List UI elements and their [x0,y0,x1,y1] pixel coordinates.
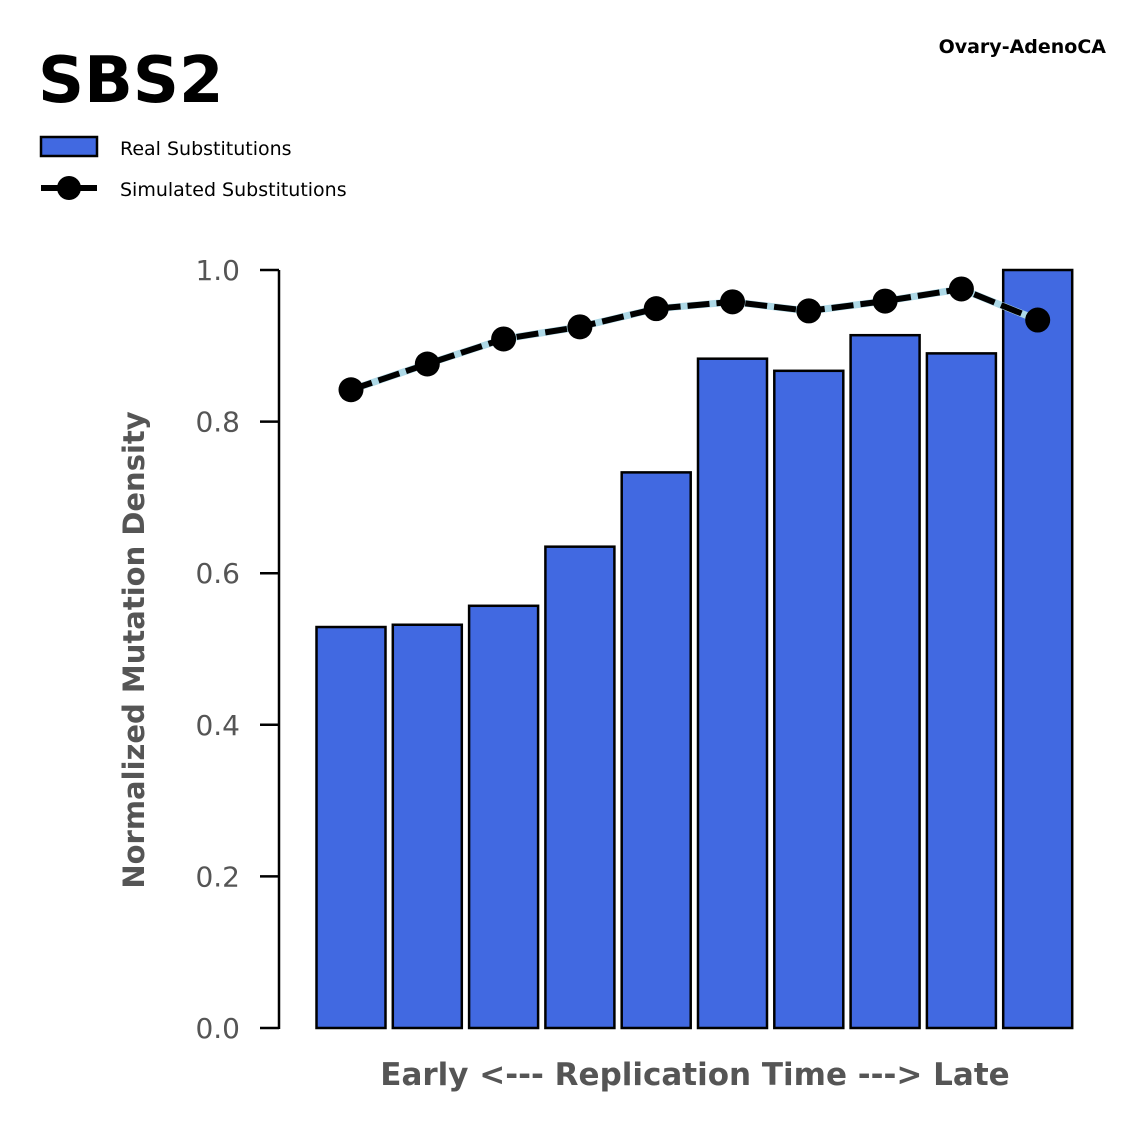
simulated-point-3 [491,326,517,352]
y-axis-label: Normalized Mutation Density [117,411,151,888]
simulated-line-path [350,285,1039,393]
simulated-point-6 [720,289,745,315]
bar-real-7 [773,369,845,1030]
y-tick-label: 0.8 [195,406,240,439]
y-tick-label: 0.2 [195,860,240,893]
y-tick-label: 0.6 [195,557,240,590]
simulated-point-1 [338,377,364,403]
y-tick-label: 0.4 [195,709,240,742]
y-tick-label: 0.0 [195,1012,240,1045]
bar-real-9 [925,352,998,1030]
bar-real-4 [544,545,616,1030]
simulated-point-10 [1025,307,1051,333]
bar-real-10 [1001,268,1074,1030]
simulated-point-9 [948,276,974,302]
x-axis-label: Early <--- Replication Time ---> Late [380,1057,1009,1093]
bar-real-6 [696,357,769,1030]
bar-real-8 [849,333,921,1030]
simulated-point-5 [643,296,669,322]
bar-real-5 [620,471,692,1030]
legend-swatch-real [39,135,99,158]
legend-marker-simulated [57,176,81,200]
bar-real-3 [467,604,540,1030]
bar-real-1 [315,625,387,1030]
chart-title: SBS2 [38,44,224,118]
simulated-point-7 [796,298,822,324]
y-tick-label: 1.0 [195,254,240,287]
legend: Real Substitutions Simulated Substitutio… [39,135,347,201]
simulated-point-8 [872,288,898,314]
simulated-point-4 [567,314,593,340]
y-ticks: 0.0 0.2 0.4 0.6 0.8 1.0 [195,254,279,1045]
bars [315,268,1074,1030]
legend-label-real: Real Substitutions [120,138,292,160]
legend-label-simulated: Simulated Substitutions [120,179,347,201]
bar-real-2 [391,623,464,1030]
simulated-line [338,276,1051,403]
chart-subtitle: Ovary-AdenoCA [939,36,1107,58]
simulated-point-2 [414,351,440,377]
